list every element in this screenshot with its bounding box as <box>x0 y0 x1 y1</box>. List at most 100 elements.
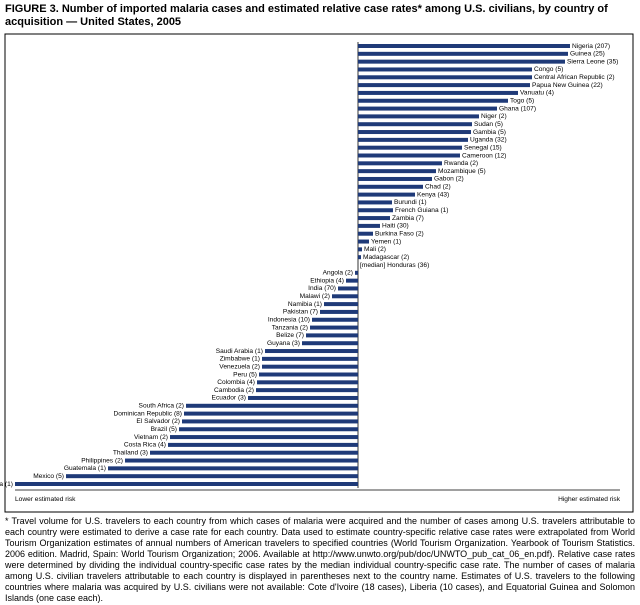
bar <box>358 200 392 205</box>
bar <box>358 223 380 228</box>
bar <box>320 309 358 314</box>
bar <box>338 286 358 291</box>
bar-label: Zimbabwe (1) <box>220 356 260 363</box>
bar-label: Cambodia (2) <box>214 387 254 394</box>
bar <box>310 325 358 330</box>
bar <box>170 435 358 440</box>
bar-label: Rwanda (2) <box>444 160 478 167</box>
bar-label: Thailand (3) <box>113 449 148 456</box>
bar-label: Zambia (7) <box>392 215 424 222</box>
bar-label: Haiti (30) <box>382 223 409 230</box>
bar <box>358 83 530 88</box>
bar-label: Mexico (5) <box>33 473 64 480</box>
bar <box>358 114 479 119</box>
bar <box>358 192 415 197</box>
bar-label: Indonesia (10) <box>268 317 310 324</box>
frame <box>4 33 634 513</box>
bar-label: Mozambique (5) <box>438 168 486 175</box>
axis-right-label: Higher estimated risk <box>558 496 621 503</box>
bar <box>358 153 460 158</box>
bar <box>358 161 442 166</box>
bar-label: Saudi Arabia (1) <box>216 348 263 355</box>
bar-label: Burkina Faso (2) <box>375 230 424 237</box>
bar-label: Guyana (3) <box>267 340 300 347</box>
bar <box>358 51 568 56</box>
bar-label: Gabon (2) <box>434 176 464 183</box>
bar-label: Belize (7) <box>276 332 304 339</box>
bar <box>358 44 570 48</box>
bar <box>302 341 358 346</box>
bar <box>358 145 462 150</box>
bar <box>358 247 362 252</box>
bar-label: Cameroon (12) <box>462 152 506 159</box>
bar-label: Dominican Republic (8) <box>113 410 182 417</box>
bar-label: China (1) <box>0 481 13 488</box>
bar-label: India (70) <box>308 285 336 292</box>
bar-label: Namibia (1) <box>288 301 322 308</box>
footnote: * Travel volume for U.S. travelers to ea… <box>5 516 635 603</box>
bar <box>358 130 471 135</box>
bar-label: Guinea (25) <box>570 51 605 58</box>
bar <box>358 208 393 213</box>
bar <box>358 239 369 244</box>
bar-label: Venezuela (2) <box>219 363 260 370</box>
bar <box>332 294 358 299</box>
bar-label: Kenya (43) <box>417 191 449 198</box>
bar <box>262 356 358 361</box>
bar-label: Tanzania (2) <box>272 324 308 331</box>
bar-label: South Africa (2) <box>139 403 184 410</box>
bar <box>358 231 373 236</box>
bar-label: Niger (2) <box>481 113 507 120</box>
bar <box>358 169 436 174</box>
bar-label: Senegal (15) <box>464 144 502 151</box>
bar <box>257 380 358 385</box>
bar-label: French Guiana (1) <box>395 207 449 214</box>
bar <box>150 450 358 455</box>
bar-label: Ghana (107) <box>499 105 536 112</box>
bar-label: Madagascar (2) <box>363 254 409 261</box>
bar <box>358 90 518 95</box>
bar-label: Mali (2) <box>364 246 386 253</box>
bar-label: El Salvador (2) <box>136 418 180 425</box>
bar-label: Malawi (2) <box>300 293 330 300</box>
chart: Nigeria (207)Guinea (25)Sierra Leone (35… <box>0 33 634 513</box>
bar <box>324 302 358 307</box>
bar <box>15 482 358 486</box>
bar-label: Guatemala (1) <box>64 465 106 472</box>
bar-label: Uganda (32) <box>470 137 507 144</box>
bar-label: Central African Republic (2) <box>534 74 615 81</box>
bar <box>358 255 361 260</box>
bar-label: Philippines (2) <box>81 457 123 464</box>
bar <box>184 411 358 416</box>
bar-label: Vietnam (2) <box>134 434 168 441</box>
bar-label: [median] Honduras (36) <box>360 262 429 269</box>
bar <box>358 106 497 111</box>
bar <box>248 395 358 400</box>
bar <box>358 98 508 103</box>
bar <box>358 75 532 80</box>
bar <box>306 333 358 338</box>
bar-label: Costa Rica (4) <box>124 442 166 449</box>
bar <box>358 137 468 142</box>
bar-label: Gambia (5) <box>473 129 506 136</box>
bar-label: Congo (5) <box>534 66 563 73</box>
bar-label: Brazil (5) <box>151 426 177 433</box>
bar-label: Sudan (5) <box>474 121 503 128</box>
bar <box>346 278 358 283</box>
bar <box>125 458 358 463</box>
bar-label: Ecuador (3) <box>212 395 246 402</box>
bar <box>312 317 358 322</box>
bar-label: Chad (2) <box>425 184 451 191</box>
axis-left-label: Lower estimated risk <box>15 496 76 503</box>
bar-label: Ethiopia (4) <box>310 277 344 284</box>
bar-label: Sierra Leone (35) <box>567 58 618 65</box>
bar <box>358 122 472 127</box>
bar <box>259 372 358 377</box>
bar-label: Yemen (1) <box>371 238 401 245</box>
bar <box>168 442 358 447</box>
bar-label: Nigeria (207) <box>572 43 610 50</box>
bar <box>256 388 358 393</box>
bar <box>265 349 358 354</box>
bar <box>108 466 358 471</box>
